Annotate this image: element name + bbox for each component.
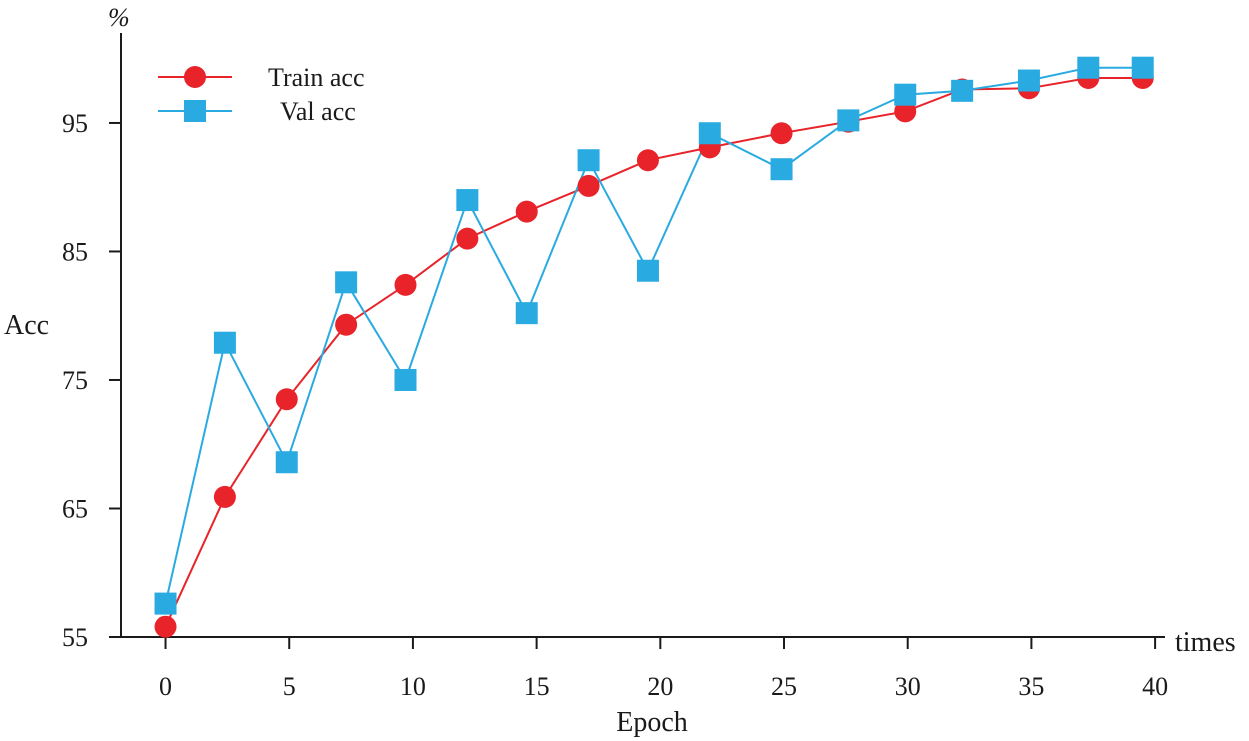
train-acc-point-10 bbox=[770, 122, 793, 145]
x-tick-label-5: 5 bbox=[283, 672, 296, 701]
legend: Train acc Val acc bbox=[158, 63, 365, 126]
train-acc-point-12 bbox=[894, 100, 917, 123]
legend-train-marker bbox=[184, 66, 206, 88]
y-tick-label-75: 75 bbox=[62, 366, 88, 395]
y-axis-title: Acc bbox=[4, 310, 49, 341]
val-acc-point-8 bbox=[636, 259, 659, 282]
val-acc-point-12 bbox=[894, 83, 917, 106]
val-acc-point-9 bbox=[698, 122, 721, 145]
y-unit-label: % bbox=[108, 3, 130, 32]
train-acc-point-1 bbox=[213, 485, 236, 508]
y-tick-label-95: 95 bbox=[62, 109, 88, 138]
train-acc-point-0 bbox=[154, 615, 177, 638]
train-acc-point-2 bbox=[275, 388, 298, 411]
x-tick-label-10: 10 bbox=[400, 672, 426, 701]
legend-train-label: Train acc bbox=[268, 63, 365, 92]
val-acc-point-13 bbox=[951, 79, 974, 102]
train-acc-point-5 bbox=[456, 227, 479, 250]
val-acc-point-5 bbox=[456, 189, 479, 212]
val-acc-point-11 bbox=[837, 109, 860, 132]
y-tick-label-85: 85 bbox=[62, 237, 88, 266]
series-layer bbox=[154, 56, 1154, 638]
val-acc-point-16 bbox=[1131, 56, 1154, 79]
val-acc-point-2 bbox=[275, 451, 298, 474]
x-axis-end-label: times bbox=[1175, 627, 1236, 658]
val-acc-point-4 bbox=[394, 368, 417, 391]
x-tick-label-30: 30 bbox=[895, 672, 921, 701]
x-axis-title: Epoch bbox=[616, 707, 688, 738]
legend-val-label: Val acc bbox=[280, 97, 356, 126]
y-axis-ticks: 55 65 75 85 95 bbox=[62, 109, 121, 652]
val-acc-point-1 bbox=[213, 331, 236, 354]
train-acc-point-3 bbox=[335, 313, 358, 336]
legend-val-marker bbox=[184, 100, 206, 122]
val-acc-point-0 bbox=[154, 592, 177, 615]
val-acc-point-7 bbox=[577, 149, 600, 172]
val-acc-point-3 bbox=[335, 271, 358, 294]
x-tick-label-15: 15 bbox=[524, 672, 550, 701]
val-acc-line bbox=[164, 66, 1143, 604]
val-acc-point-14 bbox=[1017, 69, 1040, 92]
x-tick-label-35: 35 bbox=[1018, 672, 1044, 701]
x-tick-label-20: 20 bbox=[647, 672, 673, 701]
y-tick-label-65: 65 bbox=[62, 494, 88, 523]
x-tick-label-40: 40 bbox=[1142, 672, 1168, 701]
x-tick-label-25: 25 bbox=[771, 672, 797, 701]
x-tick-label-0: 0 bbox=[159, 672, 172, 701]
train-acc-point-8 bbox=[636, 149, 659, 172]
train-acc-point-6 bbox=[515, 200, 538, 223]
y-tick-label-55: 55 bbox=[62, 623, 88, 652]
train-acc-point-7 bbox=[577, 174, 600, 197]
val-acc-point-10 bbox=[770, 158, 793, 181]
train-acc-point-4 bbox=[394, 273, 417, 296]
val-acc-point-15 bbox=[1077, 56, 1100, 79]
x-axis-ticks: 0 5 10 15 20 25 30 35 40 bbox=[159, 637, 1168, 701]
val-acc-point-6 bbox=[515, 302, 538, 325]
